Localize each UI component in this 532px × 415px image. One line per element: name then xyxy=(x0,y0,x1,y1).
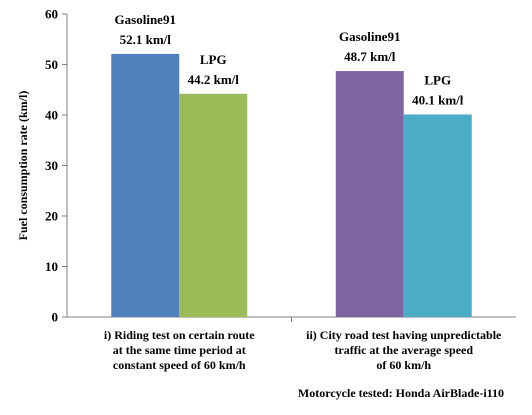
y-tick-label: 30 xyxy=(45,158,58,173)
bar-value-label: 48.7 km/l xyxy=(344,49,396,64)
bar-gasoline91 xyxy=(111,53,180,318)
y-tick-label: 50 xyxy=(45,57,58,72)
x-category-label: traffic at the average speed xyxy=(334,343,473,357)
bar-lpg xyxy=(403,114,472,318)
x-category-label: constant speed of 60 km/h xyxy=(113,358,246,372)
x-category-label: ii) City road test having unpredictable xyxy=(306,328,502,342)
bar-value-label: 44.2 km/l xyxy=(188,72,240,87)
x-category-label: of 60 km/h xyxy=(376,358,431,372)
bar-series-label: LPG xyxy=(200,52,227,67)
y-tick-label: 10 xyxy=(45,259,58,274)
y-axis-title: Fuel consumption rate (km/l) xyxy=(16,91,30,241)
x-category-label: at the same time period at xyxy=(113,343,246,357)
bar-value-label: 40.1 km/l xyxy=(412,92,464,107)
y-tick-label: 20 xyxy=(45,209,58,224)
y-tick-label: 40 xyxy=(45,108,58,123)
bar-series-label: LPG xyxy=(424,72,451,87)
bar-gasoline91 xyxy=(335,71,404,317)
bar-series-label: Gasoline91 xyxy=(339,29,400,44)
bar-series-label: Gasoline91 xyxy=(115,12,176,27)
chart-footnote: Motorcycle tested: Honda AirBlade-i110 xyxy=(298,386,504,400)
y-tick-label: 60 xyxy=(45,7,58,22)
bar-value-label: 52.1 km/l xyxy=(120,32,172,47)
y-tick-label: 0 xyxy=(52,310,59,325)
x-category-label: i) Riding test on certain route xyxy=(104,328,255,342)
bar-lpg xyxy=(179,93,248,317)
